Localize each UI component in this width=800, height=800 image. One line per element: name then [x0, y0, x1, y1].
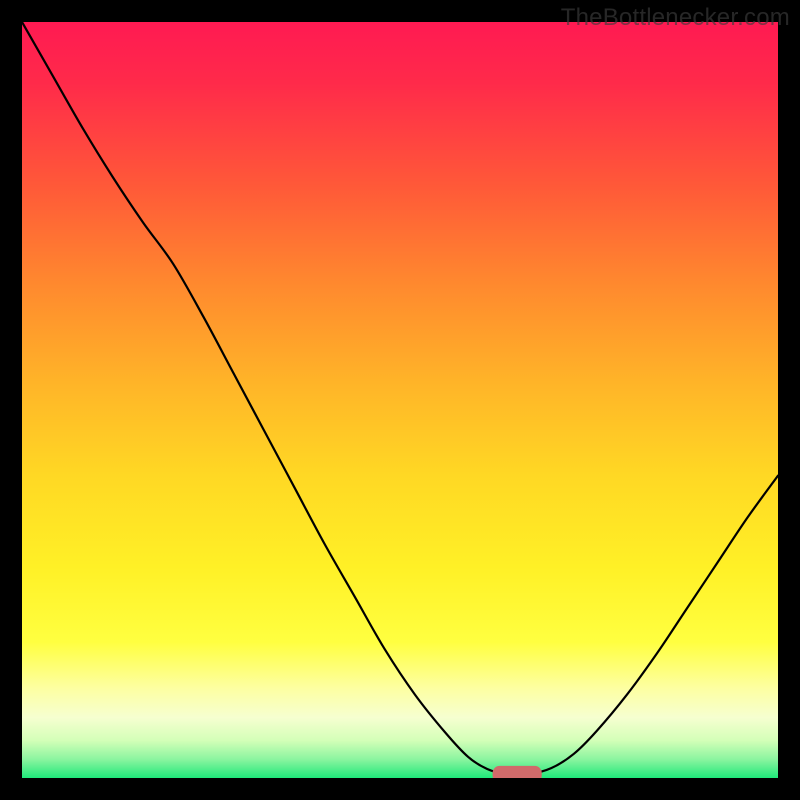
- chart-svg: [22, 22, 778, 778]
- optimum-marker: [493, 766, 542, 778]
- watermark-text: TheBottlenecker.com: [561, 4, 790, 32]
- plot-area: [22, 22, 778, 778]
- chart-container: TheBottlenecker.com: [0, 0, 800, 800]
- gradient-background: [22, 22, 778, 778]
